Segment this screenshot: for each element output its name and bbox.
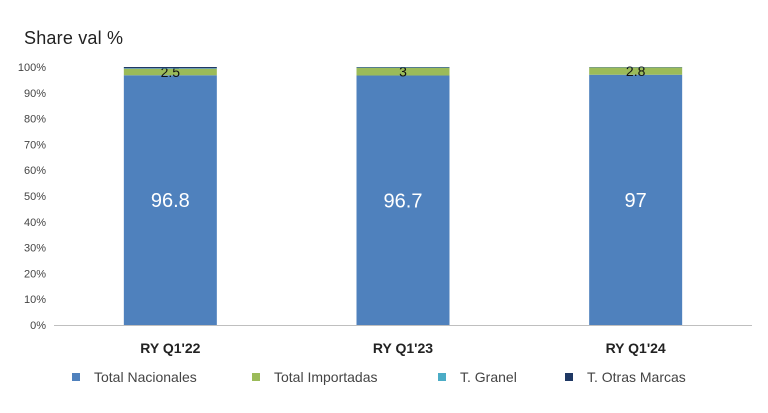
legend-item: T. Otras Marcas bbox=[565, 369, 686, 385]
y-tick-label: 10% bbox=[24, 294, 46, 306]
bar-segment bbox=[589, 67, 683, 75]
data-label: 2.8 bbox=[626, 63, 646, 79]
y-tick-label: 90% bbox=[24, 88, 46, 100]
bar-segment bbox=[356, 67, 450, 68]
data-label: 96.7 bbox=[384, 190, 423, 212]
y-tick-label: 100% bbox=[18, 62, 46, 74]
y-tick-label: 80% bbox=[24, 114, 46, 126]
y-tick-label: 70% bbox=[24, 139, 46, 151]
legend-label: T. Granel bbox=[460, 369, 517, 385]
data-label: 97 bbox=[625, 190, 647, 212]
x-tick-label: RY Q1'24 bbox=[606, 340, 666, 356]
legend-label: Total Nacionales bbox=[94, 369, 197, 385]
bar-segment bbox=[356, 75, 450, 325]
bar-segment bbox=[123, 68, 217, 76]
y-tick-label: 30% bbox=[24, 243, 46, 255]
legend-item: Total Importadas bbox=[252, 369, 378, 385]
y-tick-label: 60% bbox=[24, 165, 46, 177]
y-tick-label: 50% bbox=[24, 191, 46, 203]
legend-item: Total Nacionales bbox=[72, 369, 197, 385]
bar-segment bbox=[123, 68, 217, 69]
data-label: 2.5 bbox=[161, 64, 181, 80]
legend-swatch bbox=[565, 373, 573, 381]
data-label: 3 bbox=[399, 64, 407, 80]
data-label: 96.8 bbox=[151, 190, 190, 212]
bar-segment bbox=[356, 67, 450, 76]
bar-segment bbox=[589, 74, 683, 326]
legend-swatch bbox=[252, 373, 260, 381]
bar-segment bbox=[123, 67, 217, 69]
x-tick-label: RY Q1'23 bbox=[373, 340, 433, 356]
legend-swatch bbox=[72, 373, 80, 381]
y-tick-label: 40% bbox=[24, 217, 46, 229]
legend-swatch bbox=[438, 373, 446, 381]
legend-label: T. Otras Marcas bbox=[587, 369, 686, 385]
legend-label: Total Importadas bbox=[274, 369, 378, 385]
legend-item: T. Granel bbox=[438, 369, 517, 385]
bar-segment bbox=[123, 75, 217, 325]
chart-title: Share val % bbox=[24, 28, 124, 48]
y-tick-label: 20% bbox=[24, 268, 46, 280]
legend: Total Nacionales Total Importadas T. Grane… bbox=[0, 369, 768, 391]
y-tick-label: 0% bbox=[30, 320, 46, 332]
x-tick-label: RY Q1'22 bbox=[140, 340, 200, 356]
